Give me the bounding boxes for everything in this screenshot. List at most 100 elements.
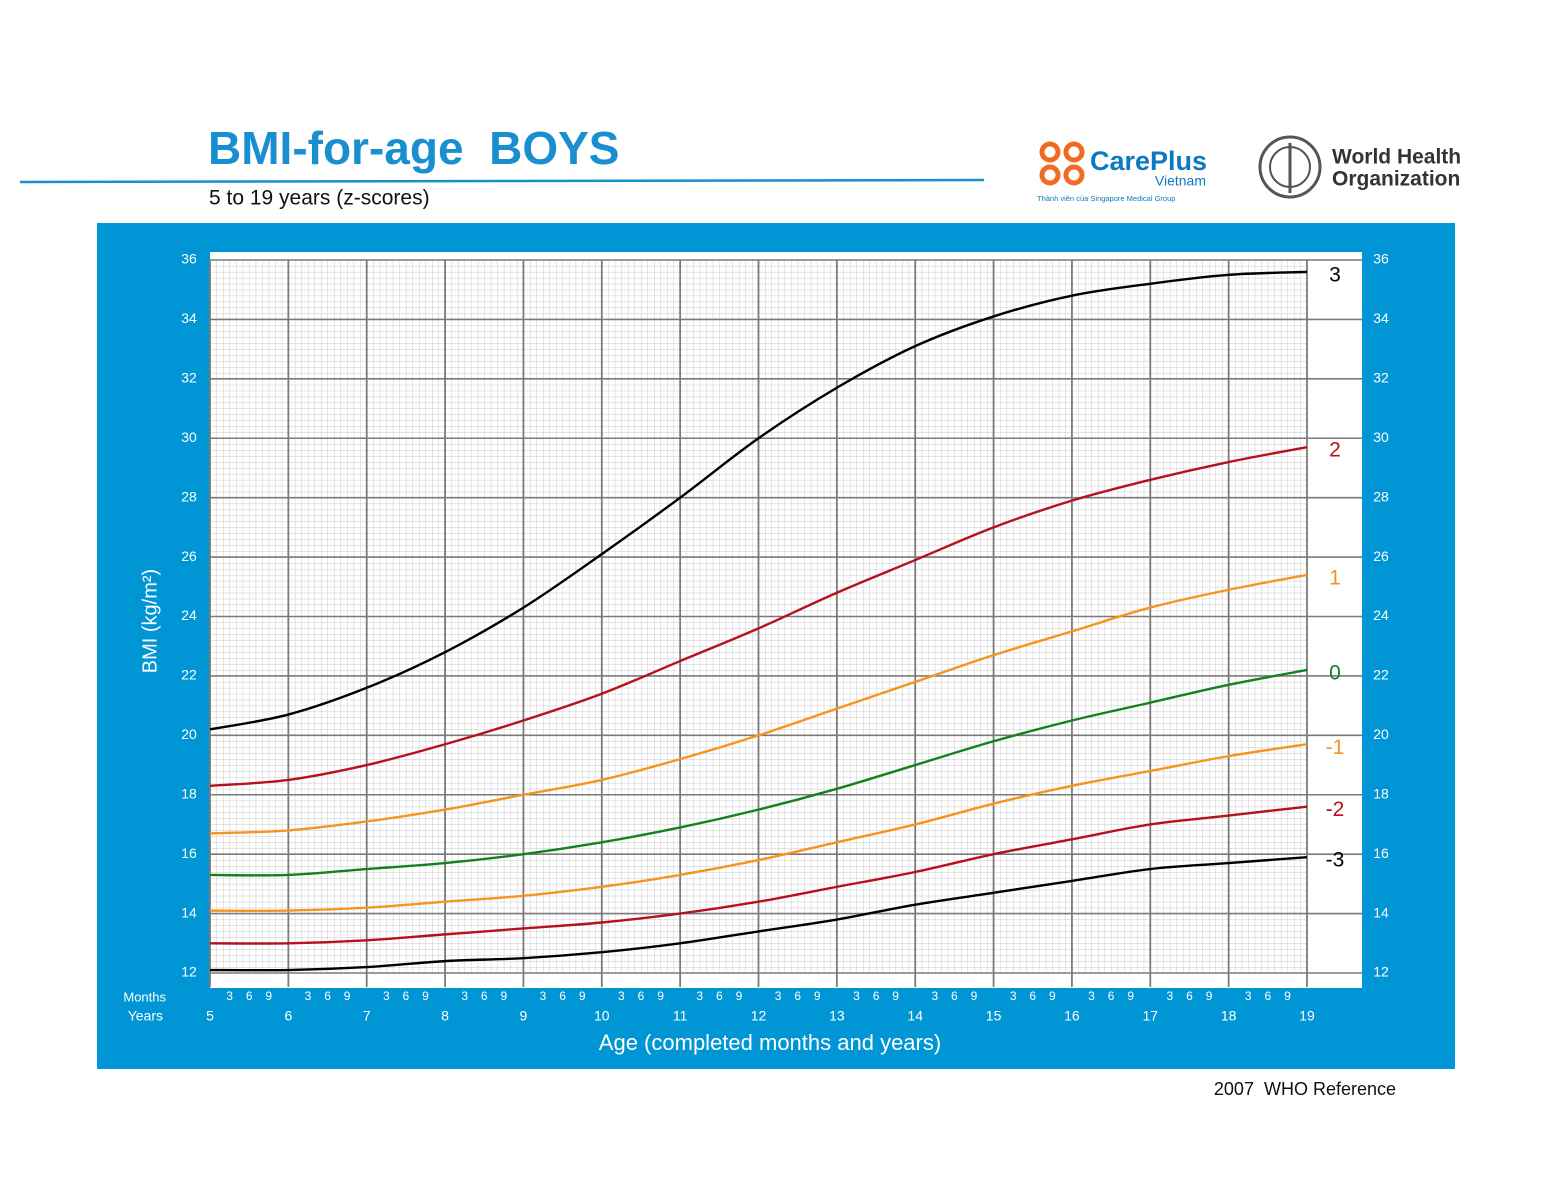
title: BMI-for-age BOYS (208, 122, 619, 174)
month-tick-label: 3 (1088, 989, 1095, 1003)
x-tick-label: 7 (363, 1008, 371, 1024)
month-tick-label: 3 (461, 989, 468, 1003)
month-tick-label: 3 (1167, 989, 1174, 1003)
months-label: Months (123, 989, 166, 1004)
x-tick-label: 6 (284, 1008, 292, 1024)
y-tick-label: 32 (181, 370, 197, 386)
month-tick-label: 9 (971, 989, 978, 1003)
month-tick-label: 9 (814, 989, 821, 1003)
month-tick-label: 6 (951, 989, 958, 1003)
month-tick-label: 9 (422, 989, 429, 1003)
z-score-curve (209, 805, 1308, 945)
month-tick-label: 3 (618, 989, 625, 1003)
month-tick-label: 9 (1206, 989, 1213, 1003)
month-tick-label: 6 (1264, 989, 1271, 1003)
y-tick-label: 22 (181, 667, 197, 683)
x-tick-label: 9 (520, 1008, 528, 1024)
month-tick-label: 9 (892, 989, 899, 1003)
y-tick-label: 24 (181, 607, 197, 623)
y-tick-label: 14 (181, 904, 197, 920)
month-tick-label: 6 (638, 989, 645, 1003)
subtitle: 5 to 19 years (z-scores) (209, 187, 430, 210)
curve-label: 0 (1329, 662, 1341, 685)
x-tick-label: 14 (907, 1008, 923, 1024)
z-score-curve (209, 445, 1308, 788)
y-tick-label: 36 (181, 251, 197, 267)
careplus-tagline: Thành viên của Singapore Medical Group (1037, 194, 1175, 203)
x-tick-label: 10 (594, 1008, 610, 1024)
month-tick-label: 6 (1186, 989, 1193, 1003)
month-tick-label: 6 (794, 989, 801, 1003)
years-label: Years (128, 1008, 163, 1024)
month-tick-label: 3 (540, 989, 547, 1003)
x-tick-label: 18 (1221, 1008, 1237, 1024)
month-tick-label: 6 (403, 989, 410, 1003)
curve-label: -3 (1326, 849, 1345, 872)
month-tick-label: 6 (1029, 989, 1036, 1003)
curve-label: 1 (1329, 566, 1341, 589)
careplus-country: Vietnam (1155, 173, 1206, 189)
curve-label: -1 (1326, 736, 1345, 759)
curve-label: 3 (1329, 263, 1341, 286)
curve-label: -2 (1326, 798, 1345, 821)
month-tick-label: 9 (1284, 989, 1291, 1003)
month-tick-label: 6 (246, 989, 253, 1003)
month-tick-label: 3 (226, 989, 233, 1003)
x-tick-label: 19 (1299, 1008, 1315, 1024)
x-tick-label: 15 (986, 1008, 1002, 1024)
month-tick-label: 3 (853, 989, 860, 1003)
who-logo: World Health Organization (1258, 135, 1461, 199)
month-tick-label: 3 (1245, 989, 1252, 1003)
who-name-2: Organization (1332, 168, 1460, 191)
y-tick-label: 28 (181, 488, 197, 504)
y-tick-label-right: 18 (1373, 785, 1389, 801)
careplus-name: CarePlus (1090, 146, 1207, 176)
y-tick-label-right: 34 (1373, 310, 1389, 326)
month-tick-label: 3 (931, 989, 938, 1003)
month-tick-label: 3 (383, 989, 390, 1003)
month-tick-label: 9 (1127, 989, 1134, 1003)
y-tick-label-right: 28 (1373, 488, 1389, 504)
curve-label: 2 (1329, 439, 1341, 462)
z-score-curve (209, 573, 1308, 835)
month-tick-label: 6 (324, 989, 331, 1003)
month-tick-label: 6 (716, 989, 723, 1003)
month-tick-label: 3 (1010, 989, 1017, 1003)
month-tick-label: 6 (1108, 989, 1115, 1003)
x-tick-label: 13 (829, 1008, 845, 1024)
y-tick-label: 20 (181, 726, 197, 742)
x-axis-label: Age (completed months and years) (599, 1030, 941, 1055)
month-tick-label: 3 (305, 989, 312, 1003)
month-tick-label: 9 (1049, 989, 1056, 1003)
z-score-curve (209, 270, 1308, 731)
month-tick-label: 6 (873, 989, 880, 1003)
y-tick-label: 12 (181, 964, 197, 980)
x-tick-label: 16 (1064, 1008, 1080, 1024)
y-tick-label-right: 26 (1373, 548, 1389, 564)
y-tick-label-right: 32 (1373, 370, 1389, 386)
y-tick-label-right: 36 (1373, 251, 1389, 267)
careplus-logo: CarePlus Vietnam Thành viên của Singapor… (1037, 141, 1207, 203)
x-tick-label: 17 (1142, 1008, 1158, 1024)
month-tick-label: 9 (579, 989, 586, 1003)
x-tick-label: 8 (441, 1008, 449, 1024)
y-tick-label-right: 12 (1373, 964, 1389, 980)
y-tick-label-right: 22 (1373, 667, 1389, 683)
y-tick-label-right: 16 (1373, 845, 1389, 861)
y-tick-label: 30 (181, 429, 197, 445)
month-tick-label: 9 (736, 989, 743, 1003)
month-tick-label: 9 (500, 989, 507, 1003)
y-tick-label: 16 (181, 845, 197, 861)
month-tick-label: 6 (559, 989, 566, 1003)
y-tick-label-right: 24 (1373, 607, 1389, 623)
y-tick-label-right: 14 (1373, 904, 1389, 920)
month-tick-label: 3 (696, 989, 703, 1003)
z-score-curve (209, 668, 1308, 877)
title-rule (19, 178, 985, 184)
footer: 2007 WHO Reference (1214, 1079, 1396, 1099)
x-tick-label: 12 (751, 1008, 767, 1024)
z-score-curve (209, 855, 1308, 972)
y-tick-label: 26 (181, 548, 197, 564)
